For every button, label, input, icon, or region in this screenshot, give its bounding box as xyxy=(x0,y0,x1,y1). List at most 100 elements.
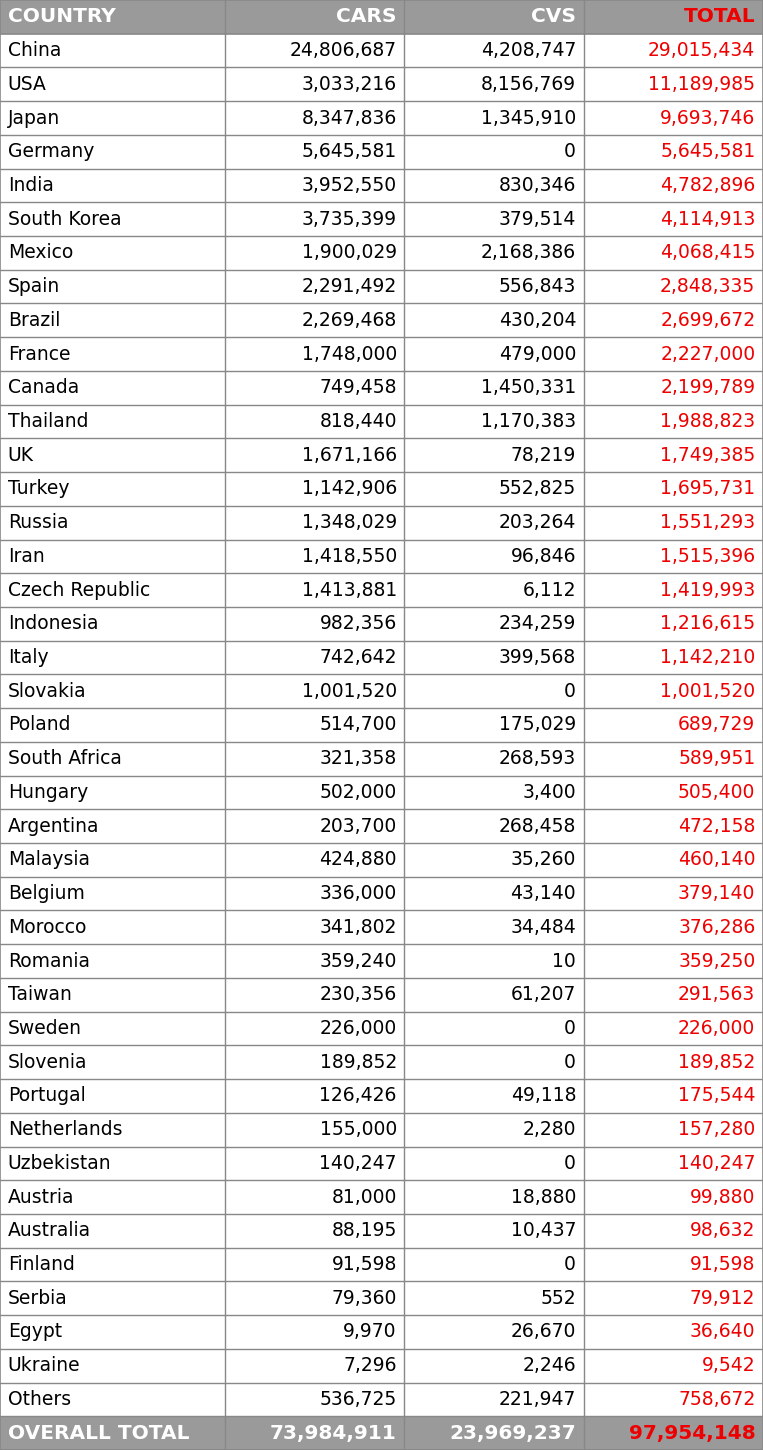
Text: 7,296: 7,296 xyxy=(343,1356,397,1375)
Text: Romania: Romania xyxy=(8,951,89,970)
Text: 8,347,836: 8,347,836 xyxy=(301,109,397,128)
Text: 9,693,746: 9,693,746 xyxy=(660,109,755,128)
Text: 26,670: 26,670 xyxy=(510,1322,576,1341)
Text: 78,219: 78,219 xyxy=(510,445,576,465)
Text: 1,749,385: 1,749,385 xyxy=(660,445,755,465)
Text: Italy: Italy xyxy=(8,648,48,667)
Text: 830,346: 830,346 xyxy=(499,175,576,194)
Text: Slovakia: Slovakia xyxy=(8,682,86,700)
Text: 379,140: 379,140 xyxy=(678,884,755,903)
Text: 1,142,210: 1,142,210 xyxy=(660,648,755,667)
Text: 1,418,550: 1,418,550 xyxy=(301,547,397,566)
Text: Serbia: Serbia xyxy=(8,1289,67,1308)
Text: 96,846: 96,846 xyxy=(510,547,576,566)
Text: 1,900,029: 1,900,029 xyxy=(301,244,397,262)
Text: Belgium: Belgium xyxy=(8,884,85,903)
Bar xyxy=(0,776,763,809)
Bar xyxy=(0,473,763,506)
Bar xyxy=(0,338,763,371)
Bar xyxy=(0,236,763,270)
Text: South Africa: South Africa xyxy=(8,750,121,768)
Bar xyxy=(0,270,763,303)
Text: 155,000: 155,000 xyxy=(320,1121,397,1140)
Text: 79,360: 79,360 xyxy=(331,1289,397,1308)
Text: China: China xyxy=(8,41,61,59)
Text: Hungary: Hungary xyxy=(8,783,88,802)
Text: 1,345,910: 1,345,910 xyxy=(481,109,576,128)
Bar xyxy=(0,573,763,608)
Bar xyxy=(0,1315,763,1349)
Text: 5,645,581: 5,645,581 xyxy=(660,142,755,161)
Bar xyxy=(0,674,763,708)
Text: India: India xyxy=(8,175,53,194)
Text: Portugal: Portugal xyxy=(8,1086,85,1105)
Text: 0: 0 xyxy=(564,1053,576,1072)
Text: 2,246: 2,246 xyxy=(523,1356,576,1375)
Bar xyxy=(0,539,763,573)
Text: 36,640: 36,640 xyxy=(690,1322,755,1341)
Text: Egypt: Egypt xyxy=(8,1322,62,1341)
Text: 34,484: 34,484 xyxy=(510,918,576,937)
Text: 98,632: 98,632 xyxy=(690,1221,755,1240)
Text: 18,880: 18,880 xyxy=(510,1188,576,1206)
Text: 9,970: 9,970 xyxy=(343,1322,397,1341)
Text: 460,140: 460,140 xyxy=(678,850,755,870)
Bar xyxy=(0,1180,763,1214)
Text: 424,880: 424,880 xyxy=(319,850,397,870)
Bar xyxy=(0,1112,763,1147)
Bar xyxy=(0,809,763,842)
Text: Taiwan: Taiwan xyxy=(8,985,72,1005)
Text: 3,735,399: 3,735,399 xyxy=(301,210,397,229)
Text: Russia: Russia xyxy=(8,513,68,532)
Text: Morocco: Morocco xyxy=(8,918,86,937)
Text: 88,195: 88,195 xyxy=(331,1221,397,1240)
Bar xyxy=(0,1247,763,1282)
Text: Spain: Spain xyxy=(8,277,60,296)
Text: 514,700: 514,700 xyxy=(320,715,397,735)
Text: 175,029: 175,029 xyxy=(499,715,576,735)
Text: 4,208,747: 4,208,747 xyxy=(481,41,576,59)
Text: 689,729: 689,729 xyxy=(678,715,755,735)
Bar xyxy=(0,1348,763,1382)
Bar xyxy=(0,0,763,33)
Bar xyxy=(0,1045,763,1079)
Text: 291,563: 291,563 xyxy=(678,985,755,1005)
Text: 1,413,881: 1,413,881 xyxy=(301,580,397,600)
Bar xyxy=(0,842,763,877)
Text: 376,286: 376,286 xyxy=(678,918,755,937)
Text: USA: USA xyxy=(8,75,47,94)
Text: Australia: Australia xyxy=(8,1221,91,1240)
Text: Uzbekistan: Uzbekistan xyxy=(8,1154,111,1173)
Bar xyxy=(0,203,763,236)
Text: Austria: Austria xyxy=(8,1188,74,1206)
Text: 1,348,029: 1,348,029 xyxy=(301,513,397,532)
Text: 10,437: 10,437 xyxy=(510,1221,576,1240)
Text: 0: 0 xyxy=(564,142,576,161)
Text: 140,247: 140,247 xyxy=(678,1154,755,1173)
Text: 505,400: 505,400 xyxy=(678,783,755,802)
Bar xyxy=(0,1214,763,1247)
Text: 749,458: 749,458 xyxy=(319,378,397,397)
Bar xyxy=(0,608,763,641)
Text: 2,269,468: 2,269,468 xyxy=(301,310,397,329)
Text: 175,544: 175,544 xyxy=(678,1086,755,1105)
Text: 2,291,492: 2,291,492 xyxy=(301,277,397,296)
Text: 6,112: 6,112 xyxy=(523,580,576,600)
Bar xyxy=(0,135,763,168)
Text: 29,015,434: 29,015,434 xyxy=(648,41,755,59)
Text: 91,598: 91,598 xyxy=(690,1256,755,1275)
Bar xyxy=(0,405,763,438)
Text: 2,227,000: 2,227,000 xyxy=(660,345,755,364)
Text: Slovenia: Slovenia xyxy=(8,1053,87,1072)
Text: 2,848,335: 2,848,335 xyxy=(660,277,755,296)
Text: Malaysia: Malaysia xyxy=(8,850,89,870)
Text: 203,264: 203,264 xyxy=(499,513,576,532)
Bar xyxy=(0,506,763,539)
Text: 61,207: 61,207 xyxy=(510,985,576,1005)
Bar xyxy=(0,1282,763,1315)
Text: 359,240: 359,240 xyxy=(320,951,397,970)
Text: Argentina: Argentina xyxy=(8,816,99,835)
Text: 1,671,166: 1,671,166 xyxy=(301,445,397,465)
Text: 0: 0 xyxy=(564,682,576,700)
Text: 81,000: 81,000 xyxy=(331,1188,397,1206)
